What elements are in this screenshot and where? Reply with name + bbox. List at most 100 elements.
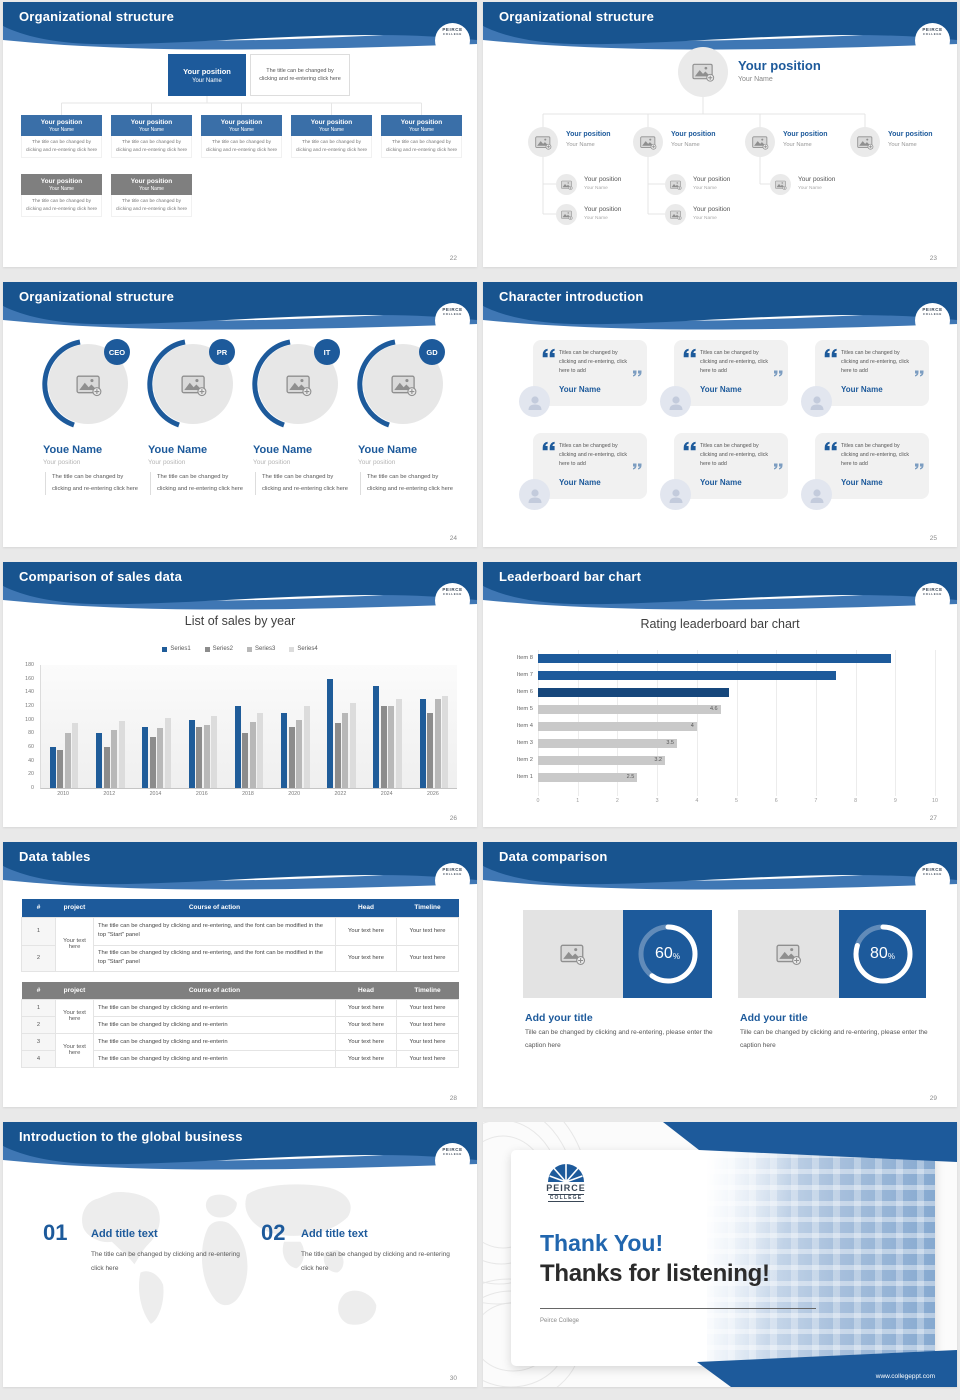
- category-label: Item 6: [516, 689, 533, 695]
- photo-placeholder-circle: [665, 174, 686, 195]
- page-number: 25: [929, 535, 937, 542]
- bar-Series3-2010: [64, 733, 71, 788]
- bar-Series4-2024: [395, 699, 402, 788]
- gridline: [776, 650, 778, 796]
- person-icon: [669, 488, 682, 503]
- org-node: Your position Your Name The title can be …: [21, 174, 102, 218]
- quote-card: Titles can be changed by clicking and re…: [674, 433, 788, 499]
- avatar: [519, 479, 550, 510]
- slide-22-organizational-structure[interactable]: Organizational structure PEIRCE COLLEGE …: [3, 2, 477, 267]
- image-placeholder-icon: [534, 135, 551, 150]
- bar-Series2-2010: [57, 750, 64, 788]
- legend-item: Series3: [247, 646, 275, 652]
- person-photo-gd: GD: [357, 339, 445, 428]
- gridline: [815, 650, 817, 796]
- table-row: 3 Your text here The title can be change…: [21, 1032, 459, 1068]
- legend-swatch-icon: [247, 646, 252, 652]
- bar-Series4-2014: [164, 718, 171, 788]
- x-tick: 2022: [334, 791, 347, 797]
- top-band: [663, 1122, 957, 1162]
- slide-thank-you[interactable]: PEIRCE COLLEGE Thank You! Thanks for lis…: [483, 1122, 957, 1387]
- category-label: Item 8: [516, 655, 533, 661]
- slide-25-character-introduction[interactable]: Character introduction PEIRCE COLLEGE Ti…: [483, 282, 957, 547]
- bar-Series1-2026: [419, 699, 426, 788]
- header-wave: [483, 562, 957, 610]
- slide-header: Data comparison PEIRCE COLLEGE: [483, 842, 957, 898]
- page-number: 23: [929, 255, 937, 262]
- person-icon: [810, 395, 823, 410]
- corner-bands: [663, 1122, 957, 1387]
- header-wave: [3, 282, 477, 330]
- bar-Series2-2024: [380, 706, 387, 788]
- bar-Series3-2022: [342, 712, 349, 788]
- slide-header: Organizational structure PEIRCE COLLEGE: [3, 282, 477, 338]
- org-node: Your position Your Name The title can be …: [21, 115, 102, 159]
- bar-Series1-2020: [281, 712, 287, 788]
- slide-header: Data tables PEIRCE COLLEGE: [3, 842, 477, 898]
- slide-header: Organizational structure PEIRCE COLLEGE: [483, 2, 957, 58]
- card-title: Add your title: [740, 1012, 808, 1024]
- peirce-college-logo-large: PEIRCE COLLEGE: [538, 1162, 594, 1202]
- avatar: [801, 479, 832, 510]
- slide-24-organizational-structure[interactable]: Organizational structure PEIRCE COLLEGE …: [3, 282, 477, 547]
- bar-Series4-2018: [257, 712, 264, 788]
- bar-Series2-2022: [334, 723, 341, 788]
- fan-icon: [915, 583, 957, 633]
- bar-Series3-2026: [434, 699, 441, 788]
- bar-value-label: 4.6: [709, 706, 718, 712]
- donut-80: 80%: [850, 921, 916, 987]
- category-label: Item 3: [516, 740, 533, 746]
- slide-header: Character introduction PEIRCE COLLEGE: [483, 282, 957, 338]
- image-placeholder-icon: [560, 944, 586, 965]
- quote-card: Titles can be changed by clicking and re…: [815, 433, 929, 499]
- donut-ring: [638, 924, 697, 984]
- cell-23: Organizational structure PEIRCE COLLEGE …: [480, 0, 960, 280]
- bar-Item 6: [538, 688, 729, 697]
- bar-Item 2: [538, 756, 665, 765]
- y-tick: 120: [25, 703, 34, 709]
- thanks-for-listening-heading: Thanks for listening!: [540, 1260, 770, 1287]
- legend-swatch-icon: [162, 646, 168, 652]
- slide-27-leaderboard-bar-chart[interactable]: Leaderboard bar chart PEIRCE COLLEGE Rat…: [483, 562, 957, 827]
- cell-29: Data comparison PEIRCE COLLEGE 60%: [480, 840, 960, 1120]
- fan-icon: [915, 23, 957, 73]
- thank-you-card: [511, 1150, 935, 1366]
- org-node: Your position Your Name The title can be …: [201, 115, 282, 159]
- bar-Series4-2026: [442, 695, 449, 788]
- x-tick: 2024: [380, 791, 393, 797]
- chart-title: Rating leaderboard bar chart: [640, 617, 800, 631]
- bar-value-label: 2.5: [626, 774, 635, 780]
- slide-title: Character introduction: [499, 289, 644, 304]
- world-map: [82, 1184, 377, 1325]
- header-wave: [3, 2, 477, 50]
- x-tick: 0: [536, 798, 540, 804]
- y-tick: 140: [25, 689, 34, 696]
- category-label: Item 2: [516, 757, 533, 763]
- building-photo: [707, 1150, 935, 1366]
- bottom-band: [697, 1350, 957, 1387]
- slide-28-data-tables[interactable]: Data tables PEIRCE COLLEGE # project Cours…: [3, 842, 477, 1107]
- sales-yaxis: 0 20 40 60 80 100 120 140 160 180: [11, 662, 37, 791]
- image-placeholder-box: [523, 910, 623, 998]
- header-wave: [3, 562, 477, 610]
- peirce-college-logo: PEIRCE COLLEGE: [435, 303, 470, 338]
- x-tick: 3: [655, 798, 659, 804]
- photo-placeholder-circle: [850, 127, 880, 157]
- slide-30-introduction-global-business[interactable]: Introduction to the global business PEIR…: [3, 1122, 477, 1387]
- bar-Series1-2022: [327, 678, 334, 788]
- org-connectors: [61, 96, 422, 115]
- slide-23-organizational-structure[interactable]: Organizational structure PEIRCE COLLEGE …: [483, 2, 957, 267]
- slide-29-data-comparison[interactable]: Data comparison PEIRCE COLLEGE 60%: [483, 842, 957, 1107]
- bar-Series2-2020: [288, 726, 295, 788]
- person-photo-pr: PR: [147, 339, 235, 428]
- page-number: 30: [449, 1375, 457, 1382]
- slide-26-comparison-of-sales-data[interactable]: Comparison of sales data PEIRCE COLLEGE …: [3, 562, 477, 827]
- gridline: [935, 650, 936, 796]
- fan-icon: [435, 23, 477, 73]
- category-label: Item 1: [516, 774, 533, 780]
- bar-Series1-2024: [373, 685, 380, 788]
- fan-icon: [435, 583, 477, 633]
- image-placeholder-icon: [669, 210, 682, 220]
- bar-Series3-2016: [203, 725, 210, 788]
